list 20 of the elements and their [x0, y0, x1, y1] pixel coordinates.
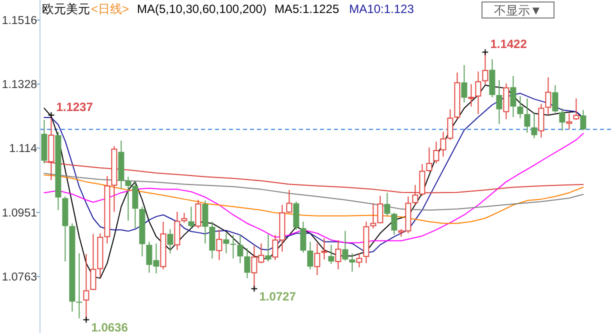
y-tick-label: 1.0951: [2, 207, 37, 220]
y-tick-label: 1.0763: [2, 271, 37, 284]
chart-subtitle: <日线>: [91, 2, 130, 16]
extreme-label: 1.1237: [48, 100, 93, 119]
extreme-label: 1.0636: [82, 316, 128, 333]
annotation: 不显示▼: [494, 4, 542, 18]
text: MA5:1.1225: [274, 2, 340, 16]
annotation: 1.1422: [490, 37, 528, 52]
chart-title: 欧元美元: [42, 2, 90, 16]
extreme-label: 1.0727: [250, 285, 296, 304]
extreme-label: 1.1422: [482, 37, 527, 56]
y-tick-label: 1.114: [9, 143, 38, 156]
y-tick-label: 1.1328: [2, 79, 37, 92]
y-tick-label: 1.1516: [2, 15, 37, 28]
annotation: 1.1237: [56, 100, 94, 114]
annotation: 1.0636: [91, 320, 128, 333]
button: 不显示▼: [482, 2, 554, 18]
text: MA10:1.123: [349, 2, 414, 16]
annotation: 1.0727: [259, 290, 296, 304]
legend-title: MA(5,10,30,60,100,200): [137, 2, 266, 16]
